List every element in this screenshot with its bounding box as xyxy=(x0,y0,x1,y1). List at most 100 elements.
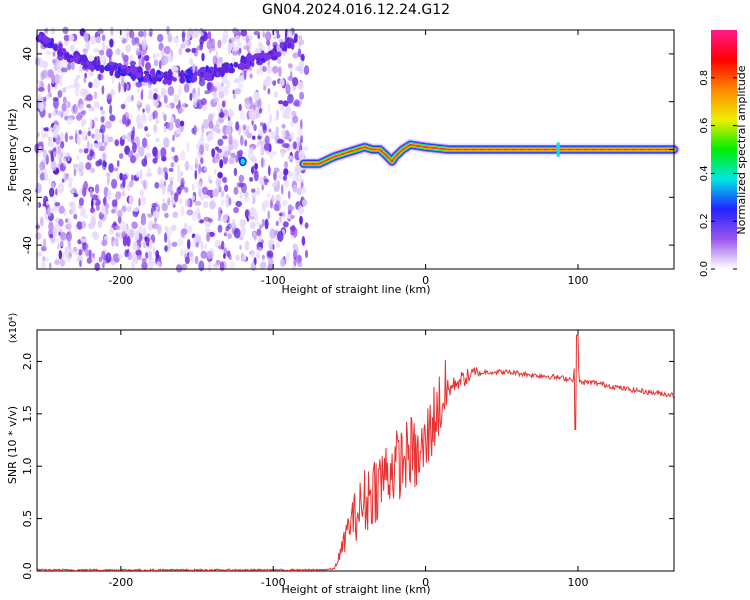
noise-arc-speck xyxy=(223,63,230,73)
noise-speck xyxy=(181,31,185,43)
noise-speck xyxy=(173,94,180,104)
noise-speck xyxy=(267,103,271,114)
spectrogram-ylabel: Frequency (Hz) xyxy=(6,109,19,192)
noise-speck xyxy=(75,82,80,90)
noise-speck xyxy=(275,241,280,249)
noise-speck xyxy=(222,135,228,140)
noise-speck xyxy=(195,241,199,248)
noise-speck xyxy=(40,216,44,227)
noise-arc-speck xyxy=(233,61,239,68)
noise-speck xyxy=(64,132,69,143)
noise-speck xyxy=(227,233,232,240)
noise-speck xyxy=(238,174,245,183)
noise-speck xyxy=(249,177,254,182)
noise-speck xyxy=(138,225,143,234)
noise-speck xyxy=(57,183,65,194)
noise-speck xyxy=(118,81,121,93)
noise-speck xyxy=(118,153,124,159)
noise-speck xyxy=(290,214,295,220)
noise-speck xyxy=(52,96,59,102)
noise-speck xyxy=(64,223,67,231)
noise-speck xyxy=(200,157,204,165)
noise-speck xyxy=(255,143,261,148)
noise-speck xyxy=(93,48,100,53)
noise-speck xyxy=(260,128,264,139)
noise-speck xyxy=(214,158,220,164)
noise-speck xyxy=(109,38,114,48)
noise-arc-speck xyxy=(42,34,48,43)
noise-speck xyxy=(90,167,96,174)
noise-speck xyxy=(167,33,173,43)
noise-speck xyxy=(262,31,266,38)
noise-speck xyxy=(219,159,224,169)
noise-speck xyxy=(101,133,105,144)
noise-speck xyxy=(261,218,265,227)
noise-speck xyxy=(59,240,64,247)
noise-speck xyxy=(167,55,174,63)
noise-speck xyxy=(45,256,49,263)
noise-speck xyxy=(299,91,305,100)
noise-speck xyxy=(214,93,218,99)
noise-speck xyxy=(206,189,213,196)
noise-speck xyxy=(292,77,299,87)
spectrogram-xtick-label: 100 xyxy=(567,274,588,287)
noise-speck xyxy=(280,184,284,195)
noise-speck xyxy=(91,198,94,210)
noise-speck xyxy=(155,250,160,259)
noise-speck xyxy=(136,88,140,94)
noise-speck xyxy=(204,228,211,233)
noise-speck xyxy=(153,224,160,230)
noise-speck xyxy=(106,48,113,58)
noise-speck xyxy=(152,210,160,220)
noise-speck xyxy=(146,167,152,175)
noise-arc-speck xyxy=(179,76,186,84)
noise-speck xyxy=(160,48,165,57)
noise-speck xyxy=(77,221,82,226)
noise-speck xyxy=(47,136,53,142)
noise-speck xyxy=(249,206,256,217)
noise-speck xyxy=(123,82,127,93)
noise-speck xyxy=(78,148,84,153)
noise-speck xyxy=(148,89,153,97)
noise-speck xyxy=(279,105,285,112)
noise-speck xyxy=(250,188,256,193)
noise-speck xyxy=(40,71,45,81)
snr-scale-label: (x10⁴) xyxy=(8,313,19,344)
noise-speck xyxy=(191,195,195,201)
noise-speck xyxy=(163,114,167,122)
noise-speck xyxy=(271,194,275,203)
noise-speck xyxy=(230,42,236,48)
noise-speck xyxy=(47,207,52,217)
noise-speck xyxy=(240,29,248,37)
noise-speck xyxy=(125,44,132,53)
noise-speck xyxy=(262,124,267,134)
noise-speck xyxy=(86,257,92,264)
noise-arc-speck xyxy=(199,66,207,73)
noise-speck xyxy=(180,248,184,257)
noise-speck xyxy=(114,225,121,230)
noise-speck xyxy=(37,132,40,138)
noise-speck xyxy=(39,161,46,171)
noise-arc-speck xyxy=(61,48,67,54)
noise-speck xyxy=(64,254,72,263)
noise-speck xyxy=(154,217,157,223)
noise-speck xyxy=(221,177,227,183)
noise-speck xyxy=(52,111,57,117)
noise-arc-speck xyxy=(215,67,222,72)
noise-speck xyxy=(102,159,107,171)
noise-speck xyxy=(78,161,84,173)
noise-speck xyxy=(70,188,74,195)
noise-speck xyxy=(282,221,289,228)
noise-speck xyxy=(156,261,162,268)
noise-speck xyxy=(170,224,177,232)
noise-speck xyxy=(200,250,208,259)
noise-speck xyxy=(287,204,293,213)
noise-speck xyxy=(141,261,148,270)
noise-speck xyxy=(213,168,217,175)
noise-speck xyxy=(206,40,213,50)
noise-arc-speck xyxy=(91,60,98,66)
noise-speck xyxy=(71,203,76,214)
noise-speck xyxy=(215,177,222,187)
noise-speck xyxy=(101,34,106,42)
